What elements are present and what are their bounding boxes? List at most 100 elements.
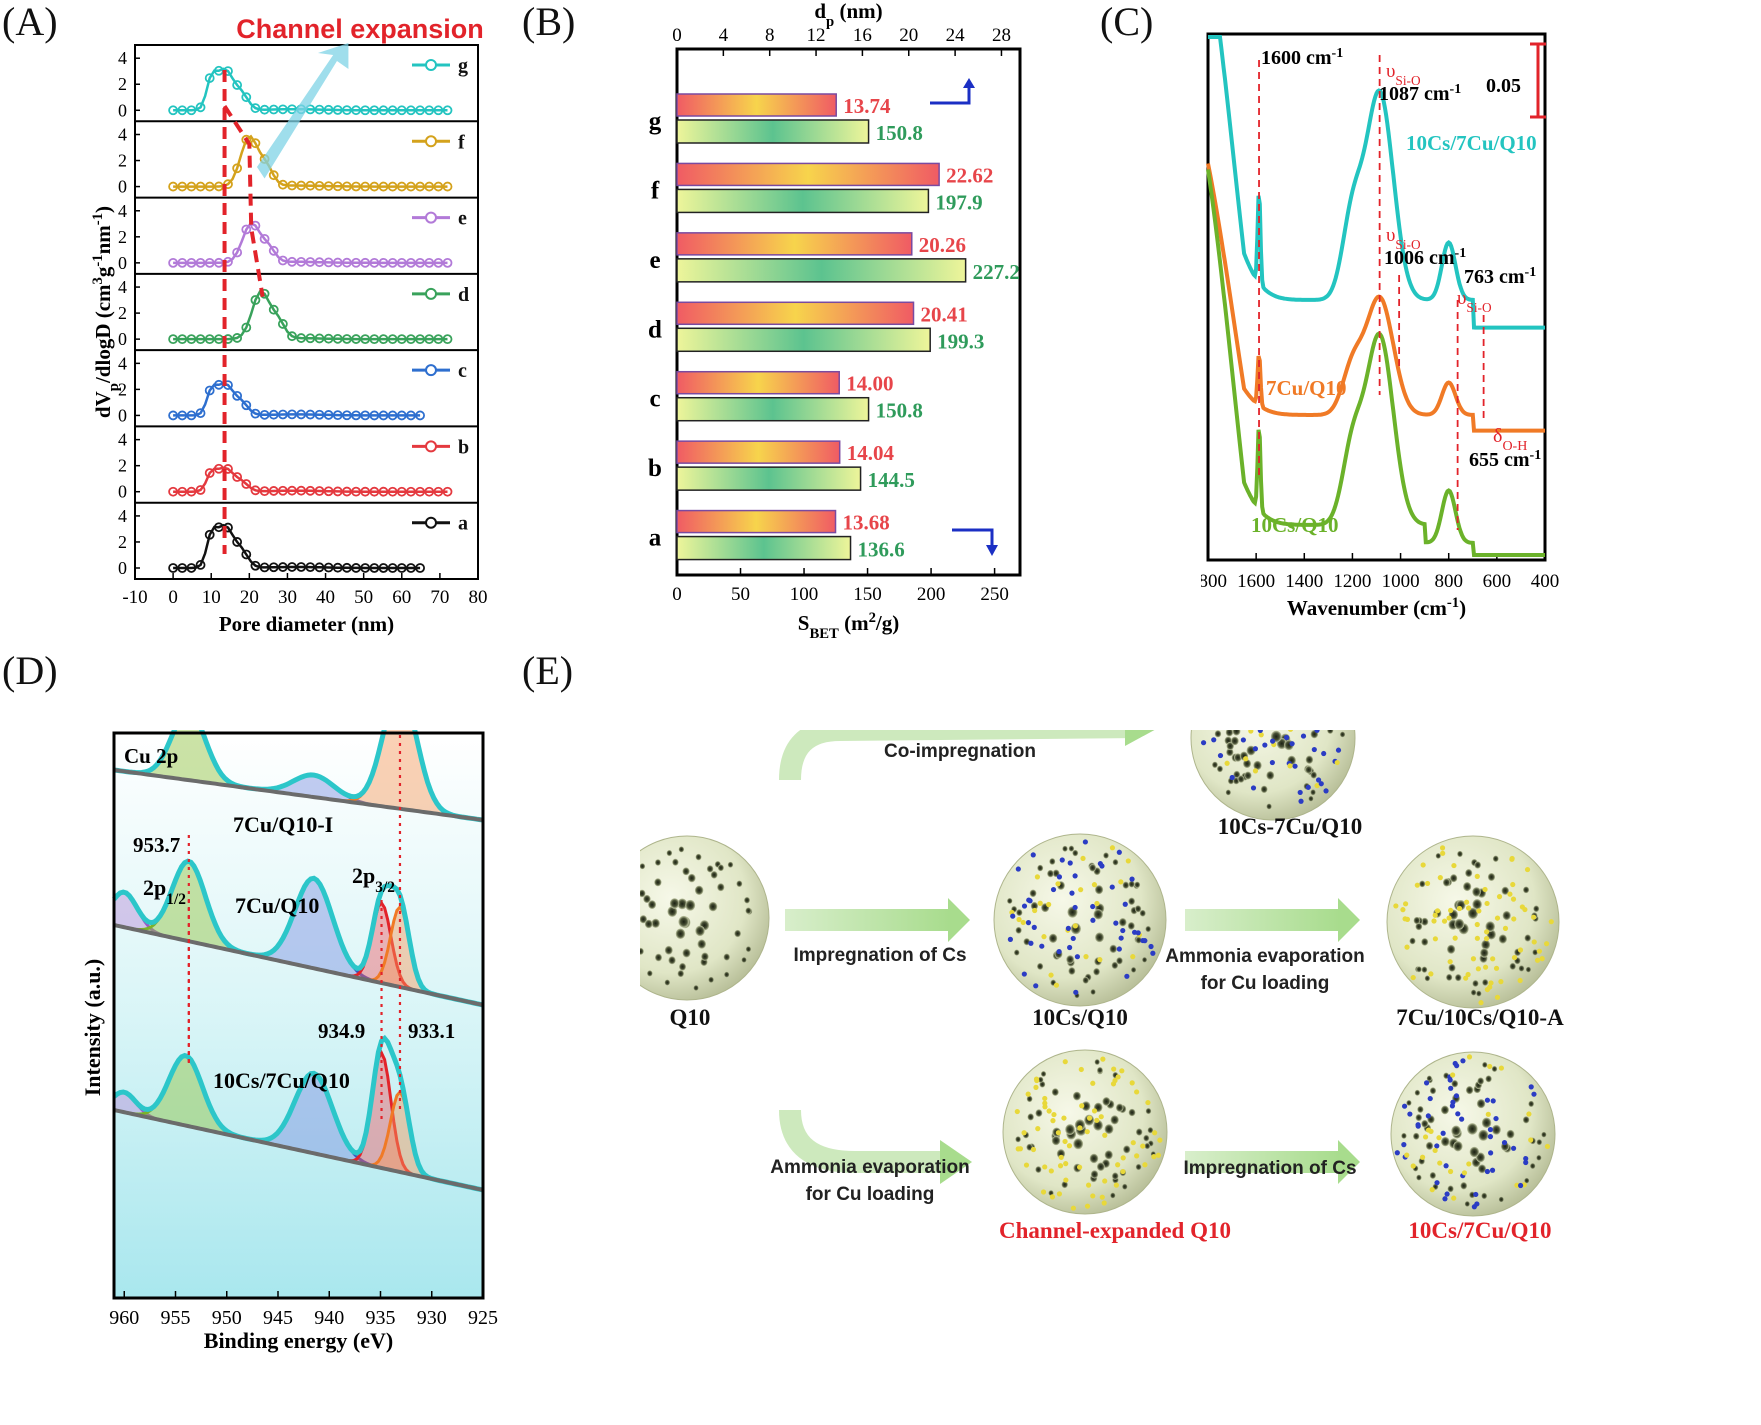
sphere-7cu-10cs-q10-a-pore	[1472, 980, 1479, 987]
sphere-10cs-7cu-q10-pore	[1214, 730, 1222, 738]
chart-c: 1800 1600 1400 1200 1000 800 600 400 Wavenumber …	[1201, 32, 1559, 620]
data-point-g	[232, 80, 243, 90]
sphere-channel-expanded-particle	[1142, 1162, 1148, 1168]
sphere-10cs-7cu-q10-final-pore	[1491, 1124, 1501, 1135]
data-point-b	[277, 485, 288, 496]
bar-dp-e	[676, 232, 913, 256]
x-tick-label-c: 1400	[1285, 571, 1323, 592]
data-point-e	[387, 257, 398, 268]
data-point-a	[415, 563, 425, 573]
sphere-10cs-7cu-q10-final-particle	[1484, 1097, 1491, 1103]
sphere-q10-pore	[640, 863, 646, 870]
sphere-channel-expanded-particle	[1084, 1203, 1091, 1209]
sphere-10cs-q10-pore	[1016, 909, 1023, 917]
data-point-e	[250, 220, 261, 231]
data-point-d	[241, 322, 252, 333]
sphere-10cs-7cu-q10-final-particle	[1544, 1143, 1551, 1150]
sphere-7cu-10cs-q10-a-particle	[1432, 936, 1438, 942]
y-tick-label-a: 4	[118, 506, 127, 526]
sphere-10cs-q10-particle	[1125, 858, 1131, 864]
annotation-763: 763 cm-1	[1464, 265, 1536, 289]
data-point-c	[268, 409, 279, 420]
sphere-q10-pore	[685, 899, 696, 911]
data-point-b	[433, 486, 444, 497]
ammonia-label-2: Ammonia evaporation for Cu loading	[760, 1154, 980, 1208]
data-point-g	[204, 73, 215, 83]
series-label-c1: 7Cu/Q10	[1266, 376, 1347, 400]
sphere-7cu-10cs-q10-a-particle	[1452, 935, 1458, 941]
sphere-10cs-7cu-q10-final-pore	[1536, 1139, 1543, 1146]
sphere-10cs-7cu-q10-final-particle	[1437, 1160, 1443, 1166]
data-point-f	[387, 181, 398, 192]
sphere-channel-expanded-particle	[1091, 1108, 1098, 1114]
sphere-10cs-q10-particle	[1142, 938, 1148, 944]
top-tick-label-b: 24	[946, 25, 966, 46]
sphere-10cs-q10-pore	[1130, 966, 1137, 973]
ammonia-label-1: Ammonia evaporation for Cu loading	[1155, 943, 1375, 997]
sphere-10cs-7cu-q10-final-particle	[1531, 1091, 1537, 1097]
sphere-channel-expanded-pore	[1104, 1150, 1113, 1160]
data-point-d	[195, 334, 206, 345]
sphere-channel-expanded-pore	[1040, 1071, 1047, 1077]
sphere-channel-expanded-pore	[1037, 1076, 1044, 1083]
sphere-7cu-10cs-q10-a-particle	[1414, 882, 1420, 888]
sphere-10cs-7cu-q10-final-pore	[1426, 1075, 1433, 1082]
sphere-7cu-10cs-q10-a-particle	[1494, 915, 1501, 921]
envelope-line	[112, 1034, 484, 1193]
curve-arrow-top-head	[1125, 730, 1155, 746]
sphere-channel-expanded-particle	[1120, 1168, 1126, 1175]
sphere-10cs-7cu-q10-final-particle	[1493, 1115, 1499, 1122]
x-tick-label-a: 60	[392, 587, 411, 608]
sphere-10cs-q10-pore	[1112, 859, 1119, 866]
legend-marker-a	[425, 516, 437, 529]
data-point-g	[378, 105, 389, 116]
data-point-a	[369, 563, 380, 573]
sphere-q10-pore	[654, 953, 663, 962]
sphere-q10-pore	[745, 907, 752, 915]
data-point-g	[332, 105, 343, 115]
sphere-channel-expanded-particle	[1061, 1115, 1067, 1121]
sphere-7cu-10cs-q10-a-particle	[1536, 948, 1543, 954]
y-tick-label-a: 0	[118, 482, 127, 502]
sphere-q10-pore	[648, 900, 657, 909]
sphere-7cu-10cs-q10-a-particle	[1402, 901, 1409, 907]
series-line-f	[173, 134, 448, 188]
sphere-channel-expanded-pore	[1145, 1107, 1152, 1115]
sphere-7cu-10cs-q10-a-particle	[1474, 921, 1480, 928]
peak-fill-2	[114, 1073, 483, 1190]
y-tick-label-a: 2	[118, 74, 127, 94]
sphere-10cs-q10-particle	[1080, 855, 1086, 862]
data-point-b	[387, 486, 398, 497]
data-point-e	[177, 257, 188, 268]
data-point-e	[323, 257, 334, 268]
sphere-10cs-q10-particle	[1021, 971, 1027, 977]
sphere-7cu-10cs-q10-a-pore	[1492, 855, 1499, 862]
data-point-f	[369, 181, 380, 192]
data-point-d	[177, 334, 188, 345]
sphere-7cu-10cs-q10-a-particle	[1448, 907, 1454, 914]
sphere-7cu-10cs-q10-a-particle	[1437, 875, 1443, 881]
sphere-7cu-10cs-q10-a-pore	[1421, 917, 1429, 926]
envelope-line	[113, 730, 484, 823]
sphere-10cs-7cu-q10-particle	[1270, 738, 1276, 744]
expansion-dashed-line	[222, 104, 265, 298]
sphere-10cs-q10-particle	[1067, 860, 1073, 866]
sphere-7cu-10cs-q10-a-particle	[1476, 908, 1482, 914]
sphere-10cs-q10-pore	[1128, 880, 1135, 888]
sphere-10cs-q10-pore	[1007, 897, 1013, 904]
data-point-f	[177, 181, 188, 192]
sphere-7cu-10cs-q10-a-pore	[1487, 873, 1496, 881]
legend-marker-c	[425, 364, 437, 377]
data-point-f	[186, 181, 197, 192]
sphere-7cu-10cs-q10-a-particle	[1432, 912, 1438, 918]
data-point-e	[332, 257, 343, 268]
sphere-10cs-7cu-q10-final-pore	[1421, 1119, 1429, 1128]
arrow-impregnation-cs	[785, 909, 950, 931]
sphere-q10-pore	[640, 947, 644, 955]
sphere-10cs-7cu-q10-final-pore	[1541, 1131, 1547, 1138]
data-label-dp-e: 20.26	[919, 233, 966, 257]
y-tick-label-a: 2	[118, 303, 127, 323]
sphere-10cs-7cu-q10-final-particle	[1425, 1113, 1431, 1119]
sphere-q10-pore	[695, 925, 705, 937]
data-point-b	[351, 486, 361, 497]
